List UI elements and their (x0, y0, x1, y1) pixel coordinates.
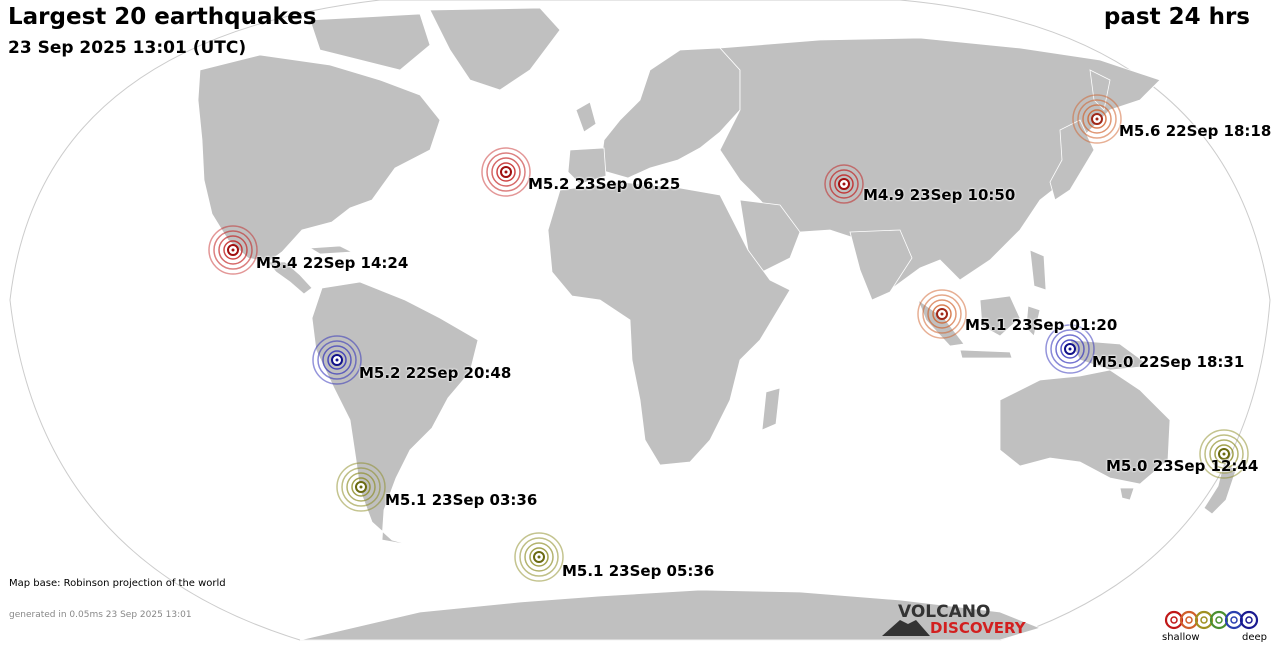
land-borneo (979, 295, 1021, 337)
quake-marker-chile (336, 462, 386, 512)
land-antarctica (299, 589, 1042, 641)
land-greenland (429, 7, 561, 91)
quake-marker-kamchatka (1072, 94, 1122, 144)
land-cuba (308, 245, 354, 255)
quake-label-mexico[interactable]: M5.4 22Sep 14:24 (256, 254, 409, 272)
legend-depth-dot (1200, 616, 1208, 624)
quake-marker-south-sandwich (514, 532, 564, 582)
legend-depth-dot (1215, 616, 1223, 624)
legend-shallow-label: shallow (1162, 632, 1200, 643)
quake-label-peru[interactable]: M5.2 22Sep 20:48 (359, 364, 512, 382)
earthquake-markers (208, 94, 1249, 582)
map-base-note: Map base: Robinson projection of the wor… (9, 578, 226, 589)
quake-label-south-sandwich[interactable]: M5.1 23Sep 05:36 (562, 562, 715, 580)
land-arctic-islands (309, 13, 431, 71)
landmasses (197, 7, 1237, 641)
land-north-america (197, 54, 441, 263)
land-iberia (567, 147, 607, 185)
land-uk (575, 101, 597, 133)
quake-label-atlantic[interactable]: M5.2 23Sep 06:25 (528, 175, 681, 193)
legend-depth-dot (1185, 616, 1193, 624)
land-south-america (311, 281, 479, 546)
land-tasmania (1119, 487, 1135, 501)
quake-label-kamchatka[interactable]: M5.6 22Sep 18:18 (1119, 122, 1272, 140)
generated-note: generated in 0.05ms 23 Sep 2025 13:01 (9, 610, 192, 620)
quake-label-afghanistan[interactable]: M4.9 23Sep 10:50 (863, 186, 1016, 204)
land-asia (719, 37, 1161, 291)
quake-label-sumatra[interactable]: M5.1 23Sep 01:20 (965, 316, 1118, 334)
legend-deep-label: deep (1242, 632, 1267, 643)
logo-text-discovery: DISCOVERY (930, 619, 1026, 637)
quake-marker-sumatra (917, 289, 967, 339)
legend-depth-circle (1239, 610, 1259, 630)
land-philippines (1029, 249, 1047, 291)
land-new-zealand (1203, 461, 1237, 515)
quake-marker-peru (312, 335, 362, 385)
depth-legend: shallow deep (1162, 608, 1272, 648)
volcano-icon (882, 620, 930, 636)
land-japan (1049, 119, 1095, 201)
depth-legend-circles (1164, 610, 1259, 630)
quake-label-banda-sea[interactable]: M5.0 22Sep 18:31 (1092, 353, 1245, 371)
logo-text-volcano: VOLCANO (898, 602, 991, 622)
quake-label-kermadec[interactable]: M5.0 23Sep 12:44 (1106, 457, 1259, 475)
land-sulawesi (1025, 305, 1041, 337)
land-australia (999, 369, 1171, 485)
quake-marker-kermadec (1199, 429, 1249, 479)
land-india (849, 229, 913, 301)
land-java (959, 349, 1013, 359)
period-label: past 24 hrs (1103, 4, 1250, 30)
quake-marker-mexico (208, 225, 258, 275)
legend-depth-dot (1230, 616, 1238, 624)
land-africa (547, 181, 791, 466)
quake-marker-afghanistan (824, 164, 864, 204)
quake-marker-banda-sea (1045, 324, 1095, 374)
quake-label-chile[interactable]: M5.1 23Sep 03:36 (385, 491, 538, 509)
page-title: Largest 20 earthquakes (8, 4, 317, 30)
legend-depth-dot (1245, 616, 1253, 624)
page-subtitle-date: 23 Sep 2025 13:01 (UTC) (8, 38, 247, 58)
volcanodiscovery-logo[interactable]: VOLCANO DISCOVERY (882, 602, 1032, 640)
legend-depth-dot (1170, 616, 1178, 624)
quake-marker-atlantic (481, 147, 531, 197)
land-central-america (267, 261, 313, 295)
land-madagascar (761, 387, 781, 431)
